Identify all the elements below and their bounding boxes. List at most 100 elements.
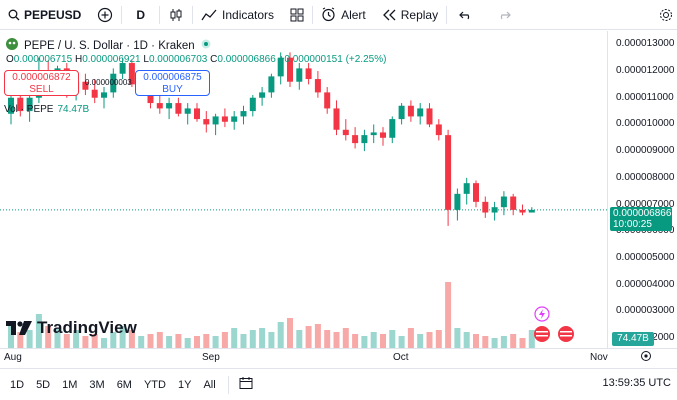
us-flag-event-icon (534, 326, 550, 342)
volume-bar (82, 336, 89, 348)
brand-name: TradingView (37, 318, 137, 337)
volume-bar (73, 330, 80, 348)
price-tick-label: 0.000009000 (616, 145, 675, 157)
divider (312, 5, 314, 24)
range-5d[interactable]: 5D (36, 378, 51, 391)
spread-value: 0.000000003 (85, 78, 132, 87)
date-range-button[interactable] (229, 376, 263, 393)
range-ytd[interactable]: YTD (143, 378, 166, 391)
volume-bar (240, 334, 247, 348)
candle-body (296, 68, 303, 82)
divider (446, 5, 448, 24)
volume-bar (119, 326, 126, 348)
redo-icon (497, 9, 511, 21)
candle-body (203, 119, 210, 125)
divider (121, 5, 123, 24)
candle-body (491, 207, 498, 213)
volume-bar (175, 334, 182, 348)
price-tick-label: 0.000011000 (616, 91, 674, 103)
candle-body (314, 79, 321, 93)
price-axis[interactable]: 0.000013000 0.000012000 0.000011000 0.00001… (607, 31, 677, 348)
tradingview-logo[interactable]: TradingView (6, 318, 137, 338)
volume-bar (528, 330, 535, 348)
candle-body (380, 132, 386, 138)
tradingview-logo-icon (6, 321, 32, 335)
symbol-search[interactable]: PEPEUSD (0, 0, 89, 30)
price-tick-label: 0.000008000 (616, 171, 675, 183)
volume-bar (389, 330, 396, 348)
utc-clock[interactable]: 13:59:35 UTC (602, 377, 671, 389)
candle-body (156, 103, 163, 109)
alert-button[interactable]: Alert (313, 0, 374, 30)
ohlc-close: 0.000006866 (217, 54, 276, 65)
volume-bar (184, 338, 191, 348)
indicators-label: Indicators (222, 7, 275, 22)
volume-bar (305, 326, 312, 348)
timezone-settings-icon[interactable] (640, 350, 652, 365)
range-3m[interactable]: 3M (89, 378, 105, 391)
volume-bar (519, 338, 526, 348)
volume-bar (314, 324, 321, 348)
sell-label: SELL (29, 84, 54, 95)
time-axis[interactable]: Aug Sep Oct Nov (0, 348, 677, 366)
volume-bar (110, 332, 117, 348)
chart-type-button[interactable] (160, 0, 192, 30)
ohlc-change: +0.000000151 (+2.25%) (278, 54, 387, 65)
indicators-button[interactable]: Indicators (193, 0, 282, 30)
indicators-icon (201, 8, 217, 22)
volume-legend: Vol · PEPE 74.47B (4, 104, 89, 115)
candle-body (240, 111, 247, 117)
volume-bar (17, 332, 24, 348)
buy-price: 0.000006875 (143, 72, 202, 83)
layouts-button[interactable] (282, 0, 312, 30)
candle-body (463, 183, 470, 194)
price-tick-label: 0.000003000 (616, 305, 675, 317)
event-icons (532, 305, 582, 352)
interval-button[interactable]: D (122, 0, 159, 30)
search-icon (8, 9, 20, 21)
candle-body (212, 116, 219, 125)
candle-body (407, 105, 414, 117)
volume-bar (380, 334, 386, 348)
volume-bar (510, 334, 517, 348)
volume-bar (91, 334, 98, 348)
redo-button[interactable] (485, 0, 523, 30)
range-1d[interactable]: 1D (10, 378, 25, 391)
candle-body (119, 63, 126, 74)
candle-body (166, 103, 173, 109)
sell-button[interactable]: 0.000006872 SELL (4, 70, 79, 96)
volume-bar (221, 332, 228, 348)
volume-bar (407, 328, 414, 348)
price-chart[interactable] (0, 31, 607, 348)
buy-label: BUY (162, 84, 183, 95)
candle-body (473, 183, 479, 202)
price-tick-label: 0.000013000 (616, 38, 675, 50)
range-1y[interactable]: 1Y (177, 378, 192, 391)
compare-button[interactable] (89, 0, 121, 30)
range-1m[interactable]: 1M (62, 378, 78, 391)
volume-bar (26, 330, 33, 348)
candle-body (184, 108, 191, 114)
range-all[interactable]: All (203, 378, 216, 391)
volume-bar (156, 332, 163, 348)
price-tick-label: 0.000005000 (616, 251, 675, 263)
volume-bar (231, 328, 238, 348)
range-6m[interactable]: 6M (116, 378, 132, 391)
volume-bar (398, 336, 405, 348)
candle-body (482, 201, 489, 213)
undo-icon (459, 9, 473, 21)
rewind-icon (382, 9, 396, 21)
candle-body (249, 97, 256, 112)
ohlc-open: 0.000006715 (13, 54, 73, 65)
replay-button[interactable]: Replay (374, 0, 446, 30)
candle-body (110, 73, 117, 93)
volume-title: Vol · PEPE (4, 104, 54, 115)
buy-button[interactable]: 0.000006875 BUY (135, 70, 210, 96)
volume-bar (473, 334, 479, 348)
volume-bar (333, 332, 340, 348)
settings-button[interactable] (651, 0, 677, 30)
candle-body (389, 119, 396, 138)
undo-button[interactable] (447, 0, 485, 30)
volume-bar (445, 282, 452, 348)
candle-body (8, 97, 14, 114)
